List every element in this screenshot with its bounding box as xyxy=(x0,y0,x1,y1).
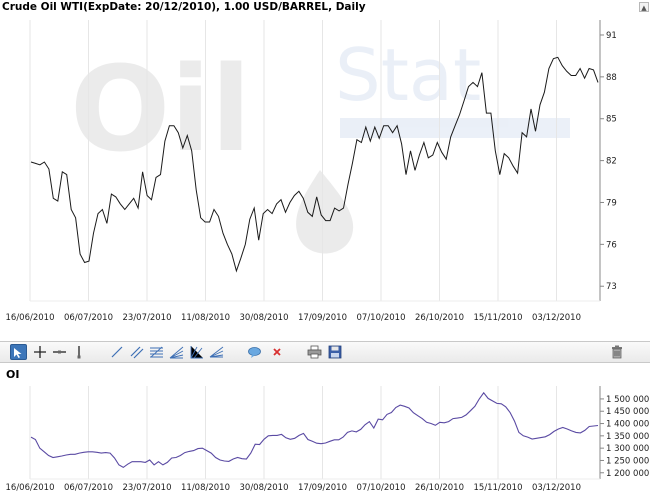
y-tick-label: 1 450 000 xyxy=(606,407,649,417)
x-tick-label: 03/12/2010 xyxy=(532,483,581,493)
watermark-text-stat: Stat xyxy=(335,33,481,117)
x-tick-label: 15/11/2010 xyxy=(474,313,523,323)
y-tick-label: 1 500 000 xyxy=(606,395,649,405)
x-tick-label: 06/07/2010 xyxy=(64,483,113,493)
x-tick-label: 23/07/2010 xyxy=(123,483,172,493)
x-tick-label: 23/07/2010 xyxy=(123,313,172,323)
oi-x-tick-labels: 16/06/2010 06/07/2010 23/07/2010 11/08/2010… xyxy=(6,483,582,493)
y-tick-label: 1 350 000 xyxy=(606,432,649,442)
watermark-drop xyxy=(296,170,354,254)
y-tick-label: 79 xyxy=(606,198,617,208)
vertical-line-icon[interactable] xyxy=(70,344,87,360)
y-tick-label: 82 xyxy=(606,157,617,167)
y-tick-label: 85 xyxy=(606,115,617,125)
price-y-ticks: 91 88 85 82 79 76 73 xyxy=(600,31,617,292)
x-tick-label: 03/12/2010 xyxy=(532,313,581,323)
window-corner-icon[interactable]: ▲ xyxy=(639,2,649,12)
x-tick-label: 16/06/2010 xyxy=(6,313,55,323)
y-tick-label: 76 xyxy=(606,240,617,250)
x-tick-label: 17/09/2010 xyxy=(298,313,347,323)
watermark: Oil Stat xyxy=(70,33,570,254)
y-tick-label: 73 xyxy=(606,282,617,292)
trend-line-icon[interactable] xyxy=(108,344,125,360)
x-tick-label: 07/10/2010 xyxy=(357,483,406,493)
x-tick-label: 15/11/2010 xyxy=(474,483,523,493)
watermark-bar xyxy=(340,118,570,138)
price-x-tick-labels: 16/06/2010 06/07/2010 23/07/2010 11/08/2010… xyxy=(6,313,582,323)
price-grid xyxy=(29,20,557,301)
x-tick-label: 17/09/2010 xyxy=(298,483,347,493)
watermark-text-oil: Oil xyxy=(70,40,251,178)
delete-drawing-icon[interactable] xyxy=(268,344,285,360)
y-tick-label: 1 300 000 xyxy=(606,444,649,454)
y-tick-label: 1 400 000 xyxy=(606,420,649,430)
print-icon[interactable] xyxy=(306,344,323,360)
horizontal-line-icon[interactable] xyxy=(51,344,68,360)
x-tick-label: 26/10/2010 xyxy=(415,483,464,493)
parallel-lines-icon[interactable] xyxy=(128,344,145,360)
x-tick-label: 11/08/2010 xyxy=(181,483,230,493)
trash-icon[interactable] xyxy=(608,344,625,360)
save-icon[interactable] xyxy=(326,344,343,360)
andrews-pitchfork-icon[interactable] xyxy=(208,344,225,360)
comment-icon[interactable] xyxy=(246,344,263,360)
oi-series-line xyxy=(30,391,599,469)
oi-y-ticks: 1 500 000 1 450 000 1 400 000 1 350 000 1 30… xyxy=(600,395,649,479)
x-tick-label: 30/08/2010 xyxy=(240,483,289,493)
fan-icon[interactable] xyxy=(168,344,185,360)
crosshair-icon[interactable] xyxy=(31,344,48,360)
pointer-icon[interactable] xyxy=(10,344,27,360)
channel-icon[interactable] xyxy=(188,344,205,360)
y-tick-label: 1 200 000 xyxy=(606,469,649,479)
drawing-toolbar xyxy=(0,341,650,363)
fibonacci-icon[interactable] xyxy=(148,344,165,360)
oi-indicator-label: OI xyxy=(6,368,20,381)
oi-grid xyxy=(29,386,557,479)
oi-axis xyxy=(30,386,601,480)
x-tick-label: 06/07/2010 xyxy=(64,313,113,323)
y-tick-label: 1 250 000 xyxy=(606,456,649,466)
chart-title: Crude Oil WTI(ExpDate: 20/12/2010), 1.00… xyxy=(2,1,366,13)
price-series-line xyxy=(30,56,599,273)
x-tick-label: 26/10/2010 xyxy=(415,313,464,323)
y-tick-label: 91 xyxy=(606,31,617,41)
x-tick-label: 16/06/2010 xyxy=(6,483,55,493)
x-tick-label: 30/08/2010 xyxy=(240,313,289,323)
x-tick-label: 07/10/2010 xyxy=(357,313,406,323)
y-tick-label: 88 xyxy=(606,73,617,83)
x-tick-label: 11/08/2010 xyxy=(181,313,230,323)
